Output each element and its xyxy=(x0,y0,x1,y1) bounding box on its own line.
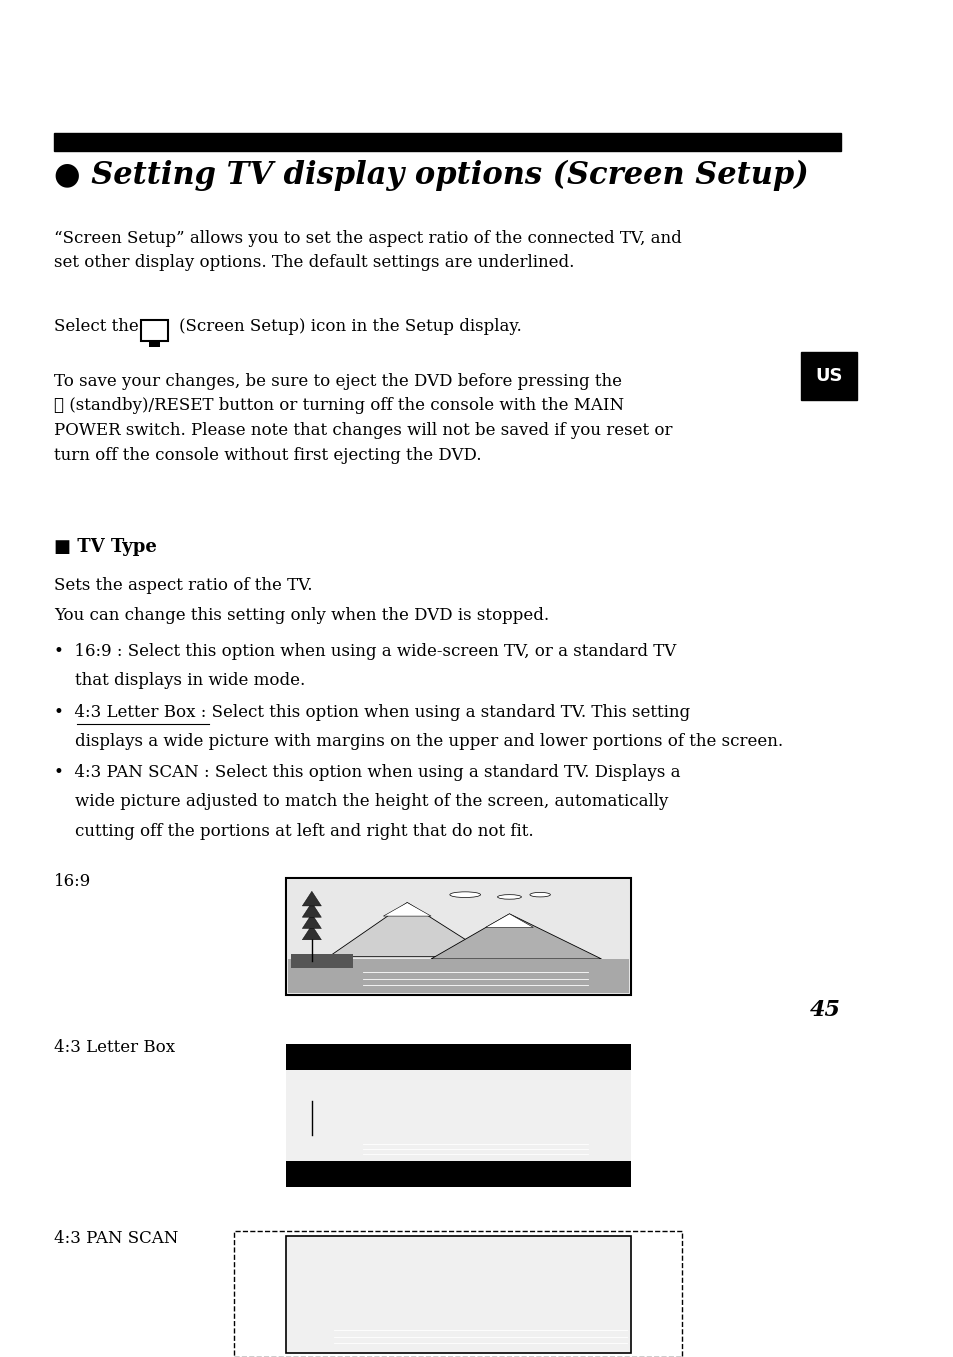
Text: •  16:9 : Select this option when using a wide-screen TV, or a standard TV: • 16:9 : Select this option when using a… xyxy=(53,643,676,660)
Ellipse shape xyxy=(447,1250,487,1255)
Bar xyxy=(288,1133,628,1160)
Bar xyxy=(801,351,856,400)
Bar xyxy=(286,1044,630,1186)
Polygon shape xyxy=(289,1261,502,1315)
Polygon shape xyxy=(485,1098,533,1109)
Bar xyxy=(286,1069,630,1160)
Text: 4:3 PAN SCAN: 4:3 PAN SCAN xyxy=(53,1231,178,1247)
Polygon shape xyxy=(422,1272,644,1316)
Polygon shape xyxy=(302,913,321,928)
Ellipse shape xyxy=(551,1250,578,1255)
Polygon shape xyxy=(254,1248,279,1263)
Text: cutting off the portions at left and right that do not fit.: cutting off the portions at left and rig… xyxy=(53,822,533,840)
Polygon shape xyxy=(254,1261,279,1276)
Text: 16:9: 16:9 xyxy=(53,873,91,890)
Text: wide picture adjusted to match the height of the screen, automatically: wide picture adjusted to match the heigh… xyxy=(53,794,667,810)
Ellipse shape xyxy=(529,1080,550,1084)
Text: 4:3 Letter Box: 4:3 Letter Box xyxy=(53,1038,174,1056)
Ellipse shape xyxy=(497,1083,521,1086)
Polygon shape xyxy=(360,1261,422,1274)
Polygon shape xyxy=(254,1272,279,1286)
Text: “Screen Setup” allows you to set the aspect ratio of the connected TV, and
set o: “Screen Setup” allows you to set the asp… xyxy=(53,229,680,271)
Bar xyxy=(53,133,840,152)
Polygon shape xyxy=(302,1098,321,1109)
Ellipse shape xyxy=(450,892,480,897)
Text: ■ TV Type: ■ TV Type xyxy=(53,537,156,555)
Bar xyxy=(235,1316,679,1350)
Bar xyxy=(141,320,168,342)
Text: Select the: Select the xyxy=(53,319,138,335)
Polygon shape xyxy=(302,1088,321,1101)
Text: that displays in wide mode.: that displays in wide mode. xyxy=(53,672,305,689)
Bar xyxy=(288,959,628,993)
Ellipse shape xyxy=(509,1253,540,1257)
Text: •  4:3 Letter Box : Select this option when using a standard TV. This setting: • 4:3 Letter Box : Select this option wh… xyxy=(53,703,689,721)
Polygon shape xyxy=(302,925,321,940)
Polygon shape xyxy=(431,913,600,959)
Ellipse shape xyxy=(497,894,521,900)
Polygon shape xyxy=(485,913,533,927)
Polygon shape xyxy=(494,1272,556,1285)
Bar xyxy=(235,1238,679,1350)
Bar xyxy=(234,1231,681,1357)
Bar xyxy=(288,881,628,993)
Polygon shape xyxy=(329,1088,492,1132)
Polygon shape xyxy=(431,1098,600,1133)
Ellipse shape xyxy=(529,893,550,897)
Bar xyxy=(240,1312,320,1326)
Bar xyxy=(291,1129,353,1140)
Text: ● Setting TV display options (Screen Setup): ● Setting TV display options (Screen Set… xyxy=(53,160,807,191)
Text: (Screen Setup) icon in the Setup display.: (Screen Setup) icon in the Setup display… xyxy=(178,319,521,335)
Text: You can change this setting only when the DVD is stopped.: You can change this setting only when th… xyxy=(53,607,548,623)
Text: To save your changes, be sure to eject the DVD before pressing the
⏻ (standby)/R: To save your changes, be sure to eject t… xyxy=(53,373,672,464)
Polygon shape xyxy=(302,902,321,917)
Polygon shape xyxy=(254,1282,279,1297)
Text: •  4:3 PAN SCAN : Select this option when using a standard TV. Displays a: • 4:3 PAN SCAN : Select this option when… xyxy=(53,764,679,782)
Polygon shape xyxy=(302,1106,321,1118)
Text: displays a wide picture with margins on the upper and lower portions of the scre: displays a wide picture with margins on … xyxy=(53,733,782,750)
Bar xyxy=(150,342,160,346)
Ellipse shape xyxy=(450,1080,480,1084)
Text: 45: 45 xyxy=(809,999,840,1020)
Text: Sets the aspect ratio of the TV.: Sets the aspect ratio of the TV. xyxy=(53,577,312,594)
Bar xyxy=(288,1071,628,1160)
Polygon shape xyxy=(302,892,321,906)
Polygon shape xyxy=(329,902,492,957)
Bar xyxy=(286,1236,630,1353)
Bar xyxy=(286,878,630,995)
Polygon shape xyxy=(383,902,431,916)
Bar xyxy=(291,954,353,968)
Polygon shape xyxy=(302,1080,321,1091)
Polygon shape xyxy=(383,1088,431,1099)
Text: US: US xyxy=(815,366,841,385)
